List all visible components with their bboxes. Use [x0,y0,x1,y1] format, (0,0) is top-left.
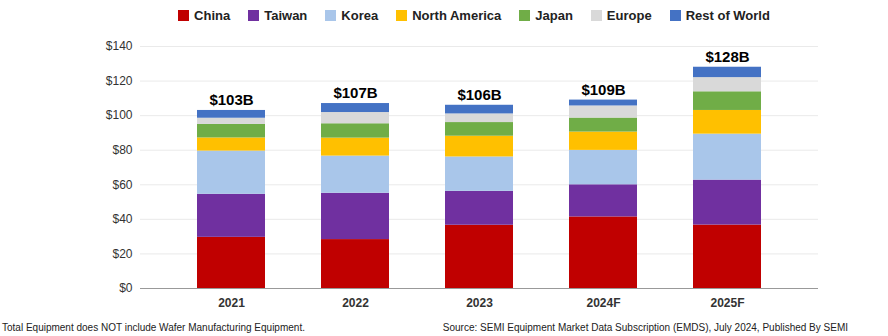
svg-text:$20: $20 [112,247,132,261]
html-text:Taiwan: Taiwan [264,7,308,23]
html-text:Korea: Korea [341,7,379,23]
html-text:Europe: Europe [606,7,652,23]
html-text:Japan: Japan [535,7,573,23]
svg-text:$109B: $109B [581,81,625,98]
svg-text:$106B: $106B [457,86,501,103]
svg-text:$103B: $103B [209,91,253,108]
html-text:North America: North America [412,7,502,23]
svg-text:$128B: $128B [705,48,749,65]
svg-text:2022: 2022 [342,296,369,310]
svg-text:$60: $60 [112,178,132,192]
svg-text:2025F: 2025F [710,296,744,310]
svg-text:2023: 2023 [466,296,493,310]
svg-text:2024F: 2024F [586,296,620,310]
svg-text:$100: $100 [106,108,133,122]
html-text:Total Equipment does NOT inclu: Total Equipment does NOT include Wafer M… [2,321,305,333]
svg-text:$120: $120 [106,74,133,88]
svg-text:2021: 2021 [218,296,245,310]
html-text:China: China [194,7,231,23]
svg-text:$40: $40 [112,212,132,226]
html-text:Source: SEMI Equipment Market: Source: SEMI Equipment Market Data Subsc… [442,321,848,333]
svg-text:$107B: $107B [333,84,377,101]
html-text:Rest of World: Rest of World [685,7,770,23]
svg-text:$0: $0 [119,281,133,295]
svg-text:$140: $140 [106,39,133,53]
svg-text:$80: $80 [112,143,132,157]
